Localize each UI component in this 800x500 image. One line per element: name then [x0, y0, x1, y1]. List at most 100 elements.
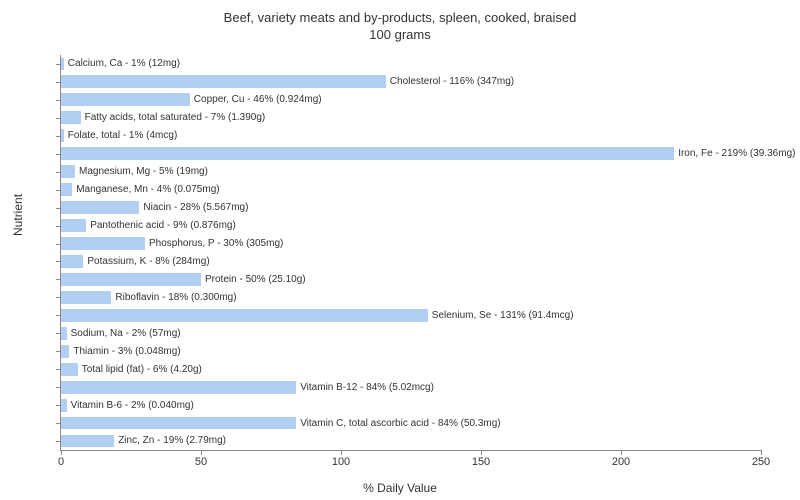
bar [61, 219, 86, 232]
y-axis-label: Nutrient [11, 194, 25, 236]
bar [61, 147, 674, 160]
bar [61, 291, 111, 304]
y-tick-mark [56, 118, 61, 119]
x-tick-mark [61, 450, 62, 455]
plot-area: Calcium, Ca - 1% (12mg) Cholesterol - 116… [60, 55, 761, 451]
bar-row: Copper, Cu - 46% (0.924mg) [61, 91, 761, 109]
bar-row: Phosphorus, P - 30% (305mg) [61, 235, 761, 253]
bar-label: Total lipid (fat) - 6% (4.20g) [82, 364, 202, 375]
bar-label: Copper, Cu - 46% (0.924mg) [194, 94, 322, 105]
chart-title: Beef, variety meats and by-products, spl… [0, 0, 800, 44]
y-tick-mark [56, 226, 61, 227]
bar [61, 381, 296, 394]
y-tick-mark [56, 82, 61, 83]
x-tick-mark [621, 450, 622, 455]
bar-row: Niacin - 28% (5.567mg) [61, 199, 761, 217]
y-tick-mark [56, 405, 61, 406]
bar-label: Folate, total - 1% (4mcg) [68, 130, 177, 141]
bar-row: Thiamin - 3% (0.048mg) [61, 342, 761, 360]
bar-label: Thiamin - 3% (0.048mg) [73, 346, 180, 357]
bar [61, 237, 145, 250]
bar [61, 183, 72, 196]
bar-row: Manganese, Mn - 4% (0.075mg) [61, 181, 761, 199]
bar [61, 255, 83, 268]
bar-label: Selenium, Se - 131% (91.4mcg) [432, 310, 574, 321]
bar [61, 165, 75, 178]
x-tick-label: 250 [752, 456, 770, 468]
bar [61, 399, 67, 412]
bar-label: Riboflavin - 18% (0.300mg) [115, 292, 236, 303]
bar [61, 435, 114, 448]
bar [61, 75, 386, 88]
y-tick-mark [56, 190, 61, 191]
bar [61, 58, 64, 71]
y-tick-mark [56, 136, 61, 137]
bar-row: Zinc, Zn - 19% (2.79mg) [61, 432, 761, 450]
bar-row: Riboflavin - 18% (0.300mg) [61, 288, 761, 306]
x-tick-mark [201, 450, 202, 455]
y-tick-mark [56, 279, 61, 280]
y-tick-mark [56, 315, 61, 316]
bar [61, 273, 201, 286]
bar [61, 345, 69, 358]
bar-label: Vitamin B-6 - 2% (0.040mg) [71, 400, 194, 411]
bar-row: Vitamin B-6 - 2% (0.040mg) [61, 396, 761, 414]
bar-label: Vitamin B-12 - 84% (5.02mcg) [300, 382, 434, 393]
bar-label: Zinc, Zn - 19% (2.79mg) [118, 435, 226, 446]
bar-row: Total lipid (fat) - 6% (4.20g) [61, 360, 761, 378]
bar [61, 129, 64, 142]
bar-label: Vitamin C, total ascorbic acid - 84% (50… [300, 418, 500, 429]
y-tick-mark [56, 351, 61, 352]
y-tick-mark [56, 244, 61, 245]
y-tick-mark [56, 154, 61, 155]
bar-row: Protein - 50% (25.10g) [61, 270, 761, 288]
bar-row: Calcium, Ca - 1% (12mg) [61, 55, 761, 73]
nutrient-bar-chart: Beef, variety meats and by-products, spl… [0, 0, 800, 500]
y-tick-mark [56, 441, 61, 442]
x-tick-label: 200 [612, 456, 630, 468]
bar [61, 363, 78, 376]
bar-row: Vitamin B-12 - 84% (5.02mcg) [61, 378, 761, 396]
bar-label: Fatty acids, total saturated - 7% (1.390… [85, 112, 266, 123]
bar-label: Magnesium, Mg - 5% (19mg) [79, 166, 208, 177]
x-tick-label: 100 [332, 456, 350, 468]
y-tick-mark [56, 172, 61, 173]
bar-row: Selenium, Se - 131% (91.4mcg) [61, 306, 761, 324]
bar-row: Magnesium, Mg - 5% (19mg) [61, 163, 761, 181]
title-line-2: 100 grams [369, 27, 430, 42]
title-line-1: Beef, variety meats and by-products, spl… [224, 10, 577, 25]
bar-label: Iron, Fe - 219% (39.36mg) [678, 148, 795, 159]
bar [61, 201, 139, 214]
x-tick-mark [481, 450, 482, 455]
bar [61, 417, 296, 430]
bar-label: Cholesterol - 116% (347mg) [390, 76, 514, 87]
x-tick-label: 150 [472, 456, 490, 468]
y-tick-mark [56, 333, 61, 334]
bar-row: Cholesterol - 116% (347mg) [61, 73, 761, 91]
bar-label: Manganese, Mn - 4% (0.075mg) [76, 184, 219, 195]
y-tick-mark [56, 297, 61, 298]
bar-row: Folate, total - 1% (4mcg) [61, 127, 761, 145]
y-tick-mark [56, 64, 61, 65]
bar-row: Iron, Fe - 219% (39.36mg) [61, 145, 761, 163]
x-tick-label: 0 [58, 456, 64, 468]
y-tick-mark [56, 208, 61, 209]
bar-row: Potassium, K - 8% (284mg) [61, 252, 761, 270]
y-tick-mark [56, 100, 61, 101]
bar-row: Vitamin C, total ascorbic acid - 84% (50… [61, 414, 761, 432]
bar-label: Potassium, K - 8% (284mg) [87, 256, 209, 267]
x-tick-mark [341, 450, 342, 455]
bar [61, 309, 428, 322]
bar-label: Protein - 50% (25.10g) [205, 274, 306, 285]
bar-label: Phosphorus, P - 30% (305mg) [149, 238, 283, 249]
bar-row: Fatty acids, total saturated - 7% (1.390… [61, 109, 761, 127]
y-tick-mark [56, 369, 61, 370]
bar [61, 111, 81, 124]
bar-row: Sodium, Na - 2% (57mg) [61, 324, 761, 342]
bar [61, 327, 67, 340]
y-tick-mark [56, 387, 61, 388]
x-tick-label: 50 [195, 456, 207, 468]
y-tick-mark [56, 423, 61, 424]
bar-label: Pantothenic acid - 9% (0.876mg) [90, 220, 236, 231]
x-axis-label: % Daily Value [363, 481, 437, 495]
